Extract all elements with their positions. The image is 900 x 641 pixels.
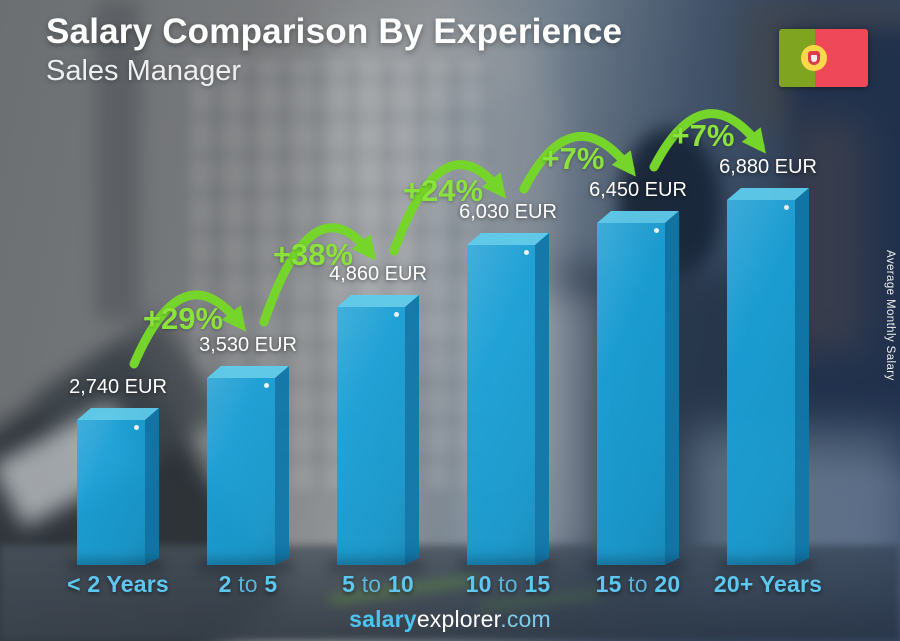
bar-front-face: [337, 307, 405, 565]
bar-top-face: [467, 233, 549, 245]
watermark-suffix: .com: [500, 606, 551, 632]
portugal-flag-icon: [779, 29, 868, 87]
window-frame-shape: [95, 0, 140, 320]
bar-front-face: [77, 420, 145, 565]
bar: [597, 211, 679, 565]
flag-shield-inner: [811, 55, 817, 62]
bar-top-face: [77, 408, 159, 420]
watermark-bold: salary: [349, 606, 417, 632]
bar-highlight-dot: [134, 425, 139, 430]
bar-top-face: [207, 366, 289, 378]
bar-highlight-dot: [264, 383, 269, 388]
bar: [337, 295, 419, 565]
bar-side-face: [795, 188, 809, 565]
bar-front-face: [207, 378, 275, 565]
bar: [207, 366, 289, 565]
bar-highlight-dot: [784, 205, 789, 210]
bar: [77, 408, 159, 565]
bar-top-face: [337, 295, 419, 307]
bar: [467, 233, 549, 565]
header: Salary Comparison By Experience Sales Ma…: [46, 12, 622, 88]
bar: [727, 188, 809, 565]
watermark-regular: explorer: [416, 606, 501, 632]
bar-side-face: [405, 295, 419, 565]
bar-front-face: [597, 223, 665, 565]
page-subtitle: Sales Manager: [46, 55, 242, 87]
bar-side-face: [275, 366, 289, 565]
bar-side-face: [665, 211, 679, 565]
bar-top-face: [597, 211, 679, 223]
bar-highlight-dot: [524, 250, 529, 255]
bar-top-face: [727, 188, 809, 200]
bar-side-face: [535, 233, 549, 565]
bar-side-face: [145, 408, 159, 565]
page-title: Salary Comparison By Experience: [46, 12, 623, 51]
bar-front-face: [727, 200, 795, 565]
watermark: salaryexplorer.com: [0, 606, 900, 633]
bar-highlight-dot: [394, 312, 399, 317]
bar-front-face: [467, 245, 535, 565]
y-axis-label: Average Monthly Salary: [884, 250, 896, 381]
bar-highlight-dot: [654, 228, 659, 233]
